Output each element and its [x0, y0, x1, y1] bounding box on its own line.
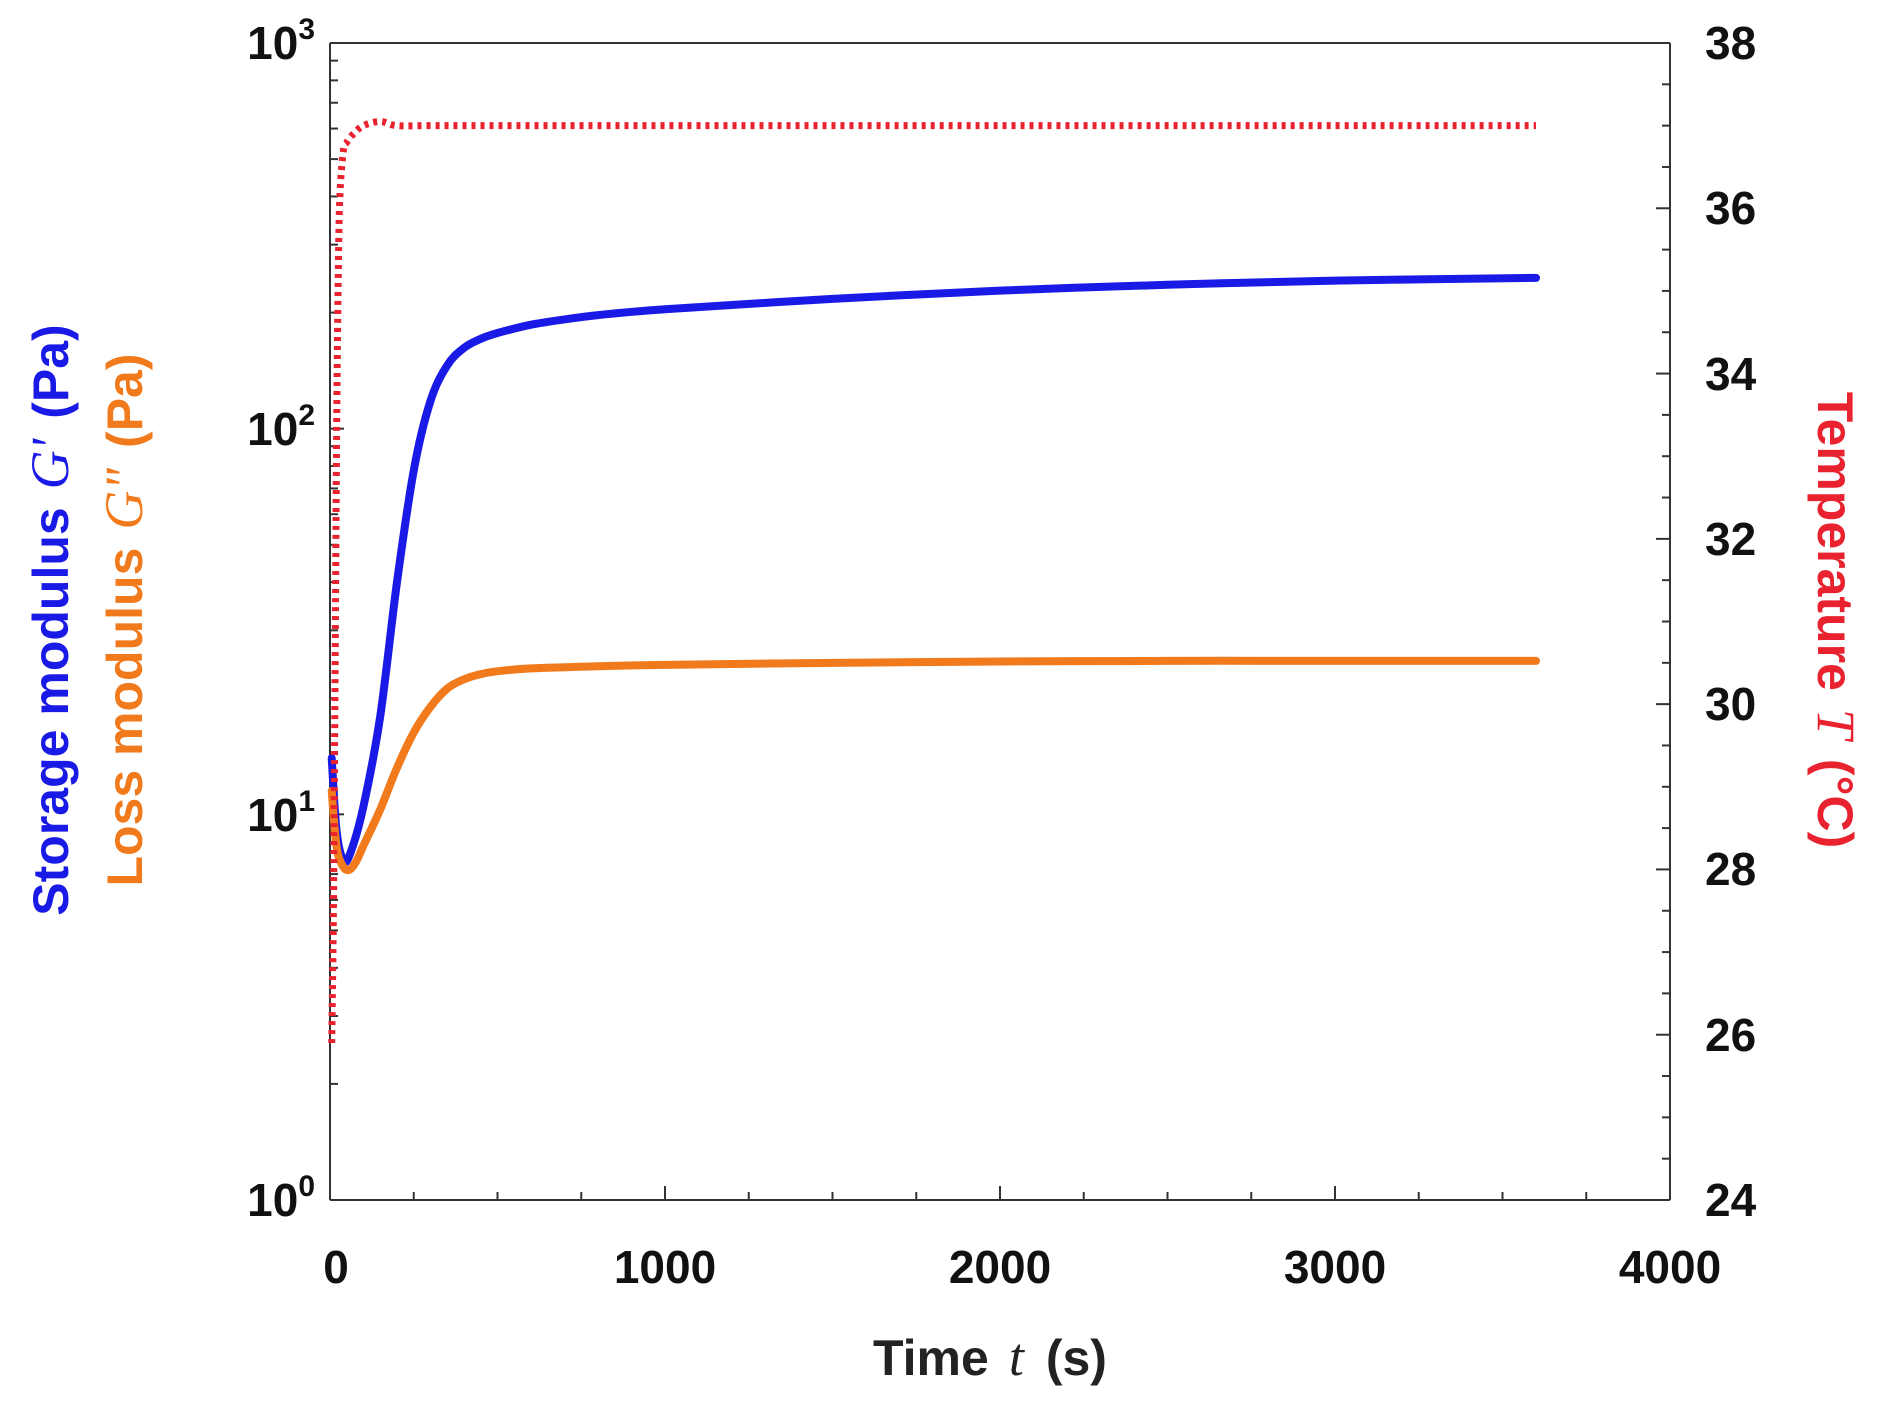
- y-right-title: TemperatureT(°C): [1806, 392, 1866, 849]
- x-tick-label: 3000: [1284, 1241, 1386, 1293]
- y-right-tick-label: 38: [1705, 17, 1756, 69]
- y-left-tick-label: 100: [247, 1170, 315, 1226]
- y-left-title-storage: Storage modulusG'(Pa): [20, 324, 80, 915]
- y-left-tick-label: 103: [247, 13, 315, 69]
- storage-modulus-line: [327, 273, 1540, 867]
- y-right-tick-label: 34: [1705, 348, 1757, 400]
- y-right-tick-label: 24: [1705, 1174, 1757, 1226]
- axis-ticks: [329, 42, 1671, 1201]
- y-right-tick-label: 36: [1705, 182, 1756, 234]
- x-tick-labels: 0 1000 2000 3000 4000: [323, 1241, 1721, 1293]
- y-left-title-loss: Loss modulusG"(Pa): [94, 353, 154, 886]
- y-right-tick-label: 32: [1705, 513, 1756, 565]
- x-tick-label: 2000: [949, 1241, 1051, 1293]
- loss-modulus-line: [327, 656, 1540, 875]
- x-tick-label: 0: [323, 1241, 349, 1293]
- y-left-tick-labels: 103 102 101 100: [247, 13, 315, 1226]
- temperature-line: [328, 118, 1536, 1044]
- y-right-tick-labels: 38 36 34 32 30 28 26 24: [1705, 17, 1757, 1226]
- x-tick-label: 4000: [1619, 1241, 1721, 1293]
- y-left-tick-label: 101: [247, 785, 315, 841]
- y-right-tick-label: 26: [1705, 1009, 1756, 1061]
- x-axis-title: Time t (s): [873, 1327, 1107, 1387]
- y-left-tick-label: 102: [247, 399, 315, 455]
- y-right-tick-label: 28: [1705, 843, 1756, 895]
- plot-frame: [329, 42, 1671, 1201]
- y-right-tick-label: 30: [1705, 678, 1756, 730]
- x-tick-label: 1000: [614, 1241, 716, 1293]
